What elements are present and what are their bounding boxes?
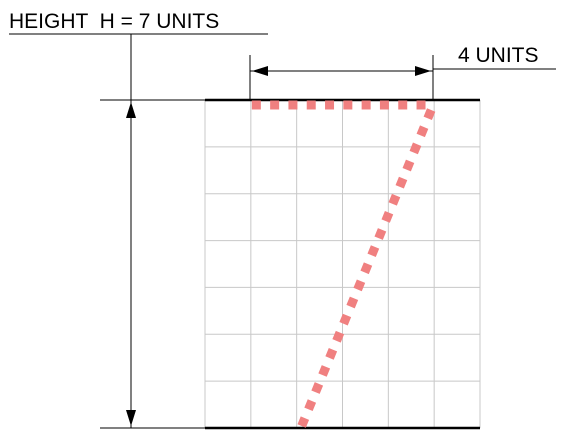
width-arrow-right xyxy=(415,66,431,76)
height-arrow-top xyxy=(126,102,136,118)
slant-dashed-line xyxy=(297,108,436,428)
unit-grid xyxy=(204,100,481,428)
height-arrow-bottom xyxy=(126,410,136,426)
width-label: 4 UNITS xyxy=(458,44,539,67)
width-arrow-left xyxy=(252,66,268,76)
height-label: HEIGHT H = 7 UNITS xyxy=(9,10,219,33)
